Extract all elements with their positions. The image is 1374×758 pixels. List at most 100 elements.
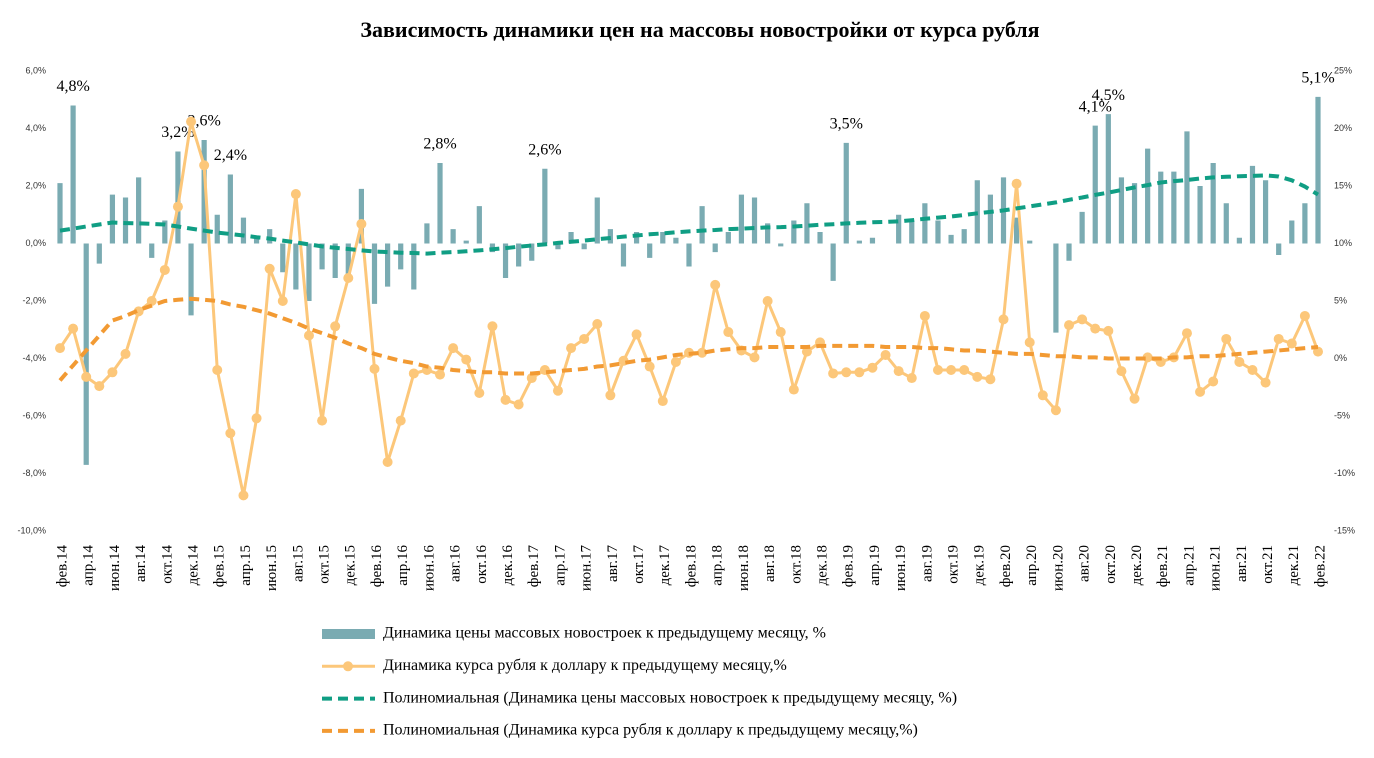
bar	[804, 203, 810, 244]
marker	[225, 428, 236, 439]
bar	[214, 214, 220, 244]
marker	[1286, 338, 1297, 349]
marker	[146, 296, 157, 306]
bar	[765, 223, 771, 244]
x-tick-label: фев.14	[54, 545, 70, 588]
x-tick-label: июн.15	[264, 545, 280, 591]
y2-tick-label: -5%	[1334, 410, 1350, 420]
legend-marker	[343, 661, 353, 672]
data-label: 4,5%	[1092, 87, 1125, 104]
x-tick-label: июн.19	[893, 545, 909, 591]
y-tick-label: -8,0%	[22, 468, 46, 478]
data-label: 3,6%	[187, 113, 220, 130]
data-label: 5,1%	[1301, 70, 1334, 87]
bar	[817, 232, 823, 244]
x-tick-label: июн.17	[579, 545, 595, 592]
data-label: 3,5%	[830, 116, 863, 133]
marker	[303, 330, 314, 341]
marker	[1050, 405, 1061, 416]
bar	[1289, 220, 1295, 244]
bar	[712, 243, 718, 253]
x-tick-label: окт.17	[631, 545, 647, 584]
x-tick-label: дек.14	[185, 545, 201, 586]
marker	[277, 296, 288, 306]
y2-tick-label: -10%	[1334, 468, 1355, 478]
marker	[959, 365, 970, 375]
marker	[566, 343, 577, 354]
bar	[1276, 243, 1282, 255]
bar	[896, 214, 902, 244]
y-tick-label: -4,0%	[22, 353, 46, 363]
bar	[411, 243, 417, 290]
trend-line	[59, 173, 1320, 256]
marker	[500, 394, 511, 405]
data-label: 3,2%	[161, 124, 194, 141]
marker	[1024, 337, 1035, 348]
marker	[264, 263, 275, 274]
x-tick-label: июн.16	[421, 545, 437, 592]
marker	[788, 384, 799, 395]
marker	[697, 347, 708, 358]
x-tick-label: авг.16	[448, 545, 464, 582]
x-tick-label: апр.20	[1024, 545, 1040, 586]
marker	[644, 361, 655, 372]
marker	[68, 323, 79, 334]
x-tick-label: авг.14	[133, 545, 149, 582]
x-tick-label: июн.18	[736, 545, 752, 591]
x-tick-label: фев.16	[369, 545, 385, 588]
chart-title: Зависимость динамики цен на массовы ново…	[360, 17, 1039, 42]
data-label: 2,8%	[423, 136, 456, 153]
marker	[343, 273, 354, 283]
marker	[81, 371, 92, 382]
bar	[332, 243, 338, 278]
bar	[542, 168, 548, 244]
marker	[1234, 356, 1245, 367]
bar	[253, 237, 260, 244]
marker	[474, 388, 485, 398]
marker	[1260, 377, 1271, 388]
bar	[306, 243, 312, 301]
bar	[385, 243, 391, 287]
bar	[961, 229, 967, 244]
bar	[109, 194, 116, 244]
data-label: 4,8%	[56, 78, 89, 95]
bar	[660, 232, 666, 244]
bar	[673, 237, 679, 244]
bar	[568, 232, 574, 244]
marker	[854, 367, 865, 378]
bar	[424, 223, 430, 244]
marker	[1221, 333, 1232, 344]
bar	[398, 243, 404, 270]
bar	[201, 140, 207, 244]
marker	[605, 390, 616, 401]
x-tick-label: фев.18	[683, 545, 699, 587]
bar	[136, 177, 142, 244]
legend-label: Динамика курса рубля к доллару к предыду…	[383, 657, 787, 674]
bar	[869, 237, 876, 244]
marker	[212, 365, 223, 375]
data-label: 2,4%	[214, 147, 247, 164]
marker	[120, 348, 131, 359]
y-tick-label: 6,0%	[25, 65, 46, 75]
bar	[96, 243, 102, 264]
x-tick-label: фев.22	[1312, 545, 1328, 587]
x-tick-label: авг.21	[1234, 545, 1250, 582]
x-tick-label: окт.18	[788, 545, 804, 584]
bar	[476, 206, 482, 244]
bar	[319, 243, 325, 270]
bar	[162, 220, 168, 244]
marker	[998, 314, 1009, 325]
marker	[657, 396, 668, 407]
bar	[1210, 163, 1216, 244]
bar	[57, 183, 63, 244]
x-tick-label: окт.19	[946, 545, 962, 584]
x-tick-label: фев.19	[841, 545, 857, 587]
bar	[935, 220, 941, 244]
marker	[670, 356, 681, 367]
marker	[932, 365, 943, 375]
marker	[448, 343, 459, 354]
bar	[240, 217, 247, 244]
marker	[985, 374, 996, 385]
marker	[369, 363, 380, 374]
